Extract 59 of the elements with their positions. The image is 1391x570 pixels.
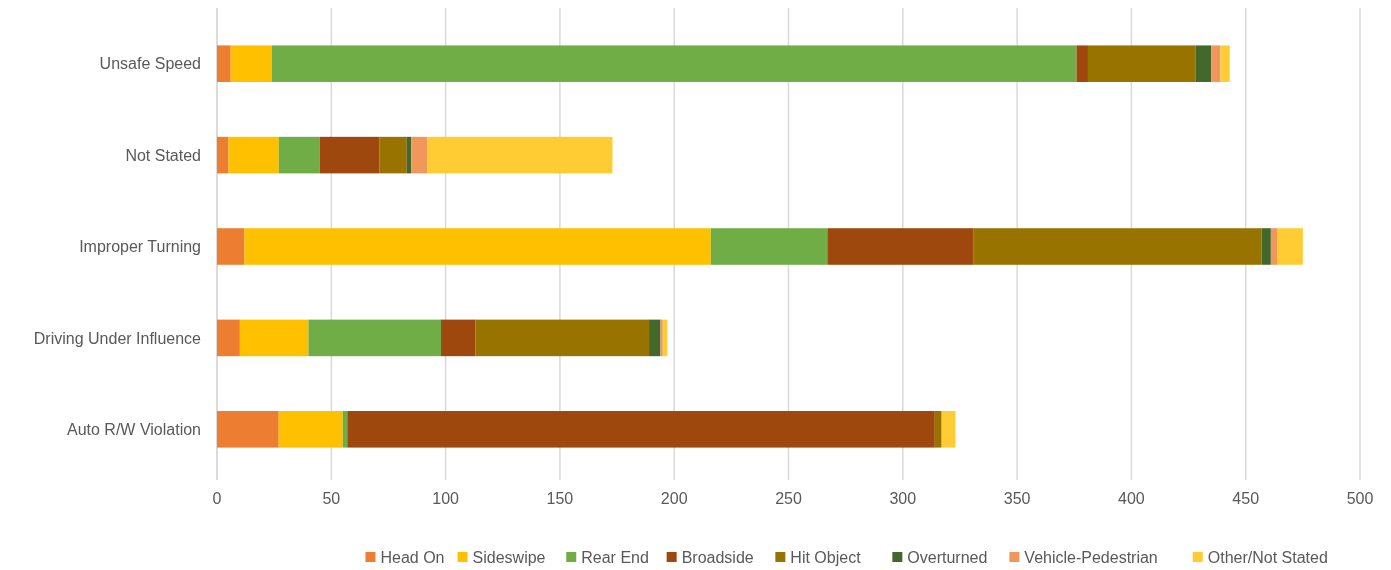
x-tick-label: 500	[1346, 490, 1374, 507]
y-tick-label: Improper Turning	[79, 238, 201, 256]
bar	[649, 319, 661, 357]
bar	[379, 136, 407, 174]
x-tick-label: 350	[1003, 490, 1031, 507]
bar	[411, 136, 428, 174]
bar	[217, 319, 240, 357]
y-tick-label: Not Stated	[125, 146, 201, 164]
bar	[319, 136, 380, 174]
x-tick-label: 450	[1232, 490, 1260, 507]
bar	[1220, 45, 1230, 82]
bar	[347, 411, 935, 448]
x-tick-label: 300	[889, 490, 917, 507]
x-tick-label: 50	[322, 490, 341, 507]
bar	[973, 228, 1262, 265]
bar	[1277, 228, 1303, 265]
bar	[217, 136, 229, 174]
legend-label: Head On	[380, 548, 445, 566]
bar	[441, 319, 476, 357]
bar	[934, 411, 942, 448]
legend-label: Sideswipe	[472, 548, 546, 566]
bar	[1270, 228, 1278, 265]
legend-label: Overturned	[907, 548, 988, 566]
bar	[1076, 45, 1088, 82]
bar	[427, 136, 613, 174]
legend-label: Other/Not Stated	[1207, 548, 1328, 566]
x-tick-label: 400	[1118, 490, 1145, 507]
bar	[1087, 45, 1196, 82]
legend-label: Vehicle-Pedestrian	[1024, 548, 1158, 566]
bar	[228, 136, 279, 174]
y-tick-label: Unsafe Speed	[99, 55, 201, 73]
bar	[1195, 45, 1212, 82]
x-tick-label: 0	[212, 490, 222, 507]
x-tick-label: 100	[432, 490, 460, 507]
x-tick-label: 250	[775, 490, 802, 507]
bar	[278, 136, 320, 174]
bar	[271, 45, 1077, 82]
bar	[308, 319, 442, 357]
legend-label: Rear End	[581, 548, 649, 566]
bar	[217, 228, 245, 265]
x-tick-label: 150	[546, 490, 574, 507]
bar	[827, 228, 974, 265]
bar	[1261, 228, 1271, 265]
y-tick-label: Auto R/W Violation	[67, 420, 201, 438]
bar	[710, 228, 828, 265]
bar	[239, 319, 309, 357]
bar	[217, 411, 279, 448]
bar	[1211, 45, 1221, 82]
bar	[278, 411, 343, 448]
x-tick-label: 200	[660, 490, 688, 507]
bar	[660, 319, 663, 357]
bar	[475, 319, 650, 357]
legend-label: Broadside	[681, 548, 754, 566]
bar	[244, 228, 711, 265]
bar	[230, 45, 272, 82]
bar	[217, 45, 231, 82]
y-tick-label: Driving Under Influence	[33, 329, 202, 347]
legend-label: Hit Object	[790, 548, 862, 566]
bar	[941, 411, 956, 448]
